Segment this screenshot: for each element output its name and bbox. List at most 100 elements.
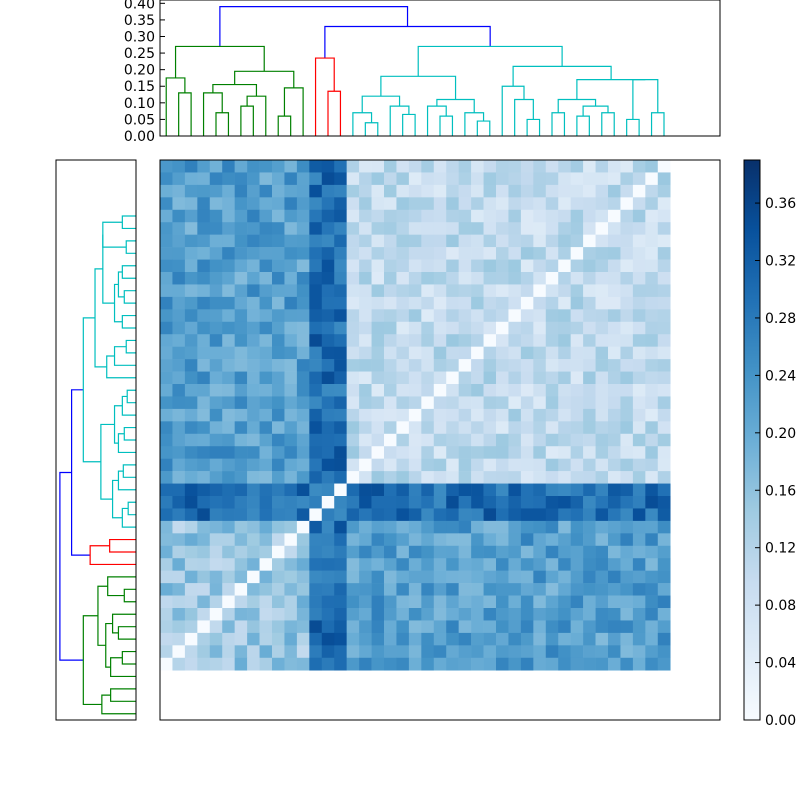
heatmap-cell [645,209,659,223]
heatmap-cell [408,284,422,298]
heatmap-cell [272,346,285,360]
heatmap-cell [508,359,522,372]
heatmap-cell [321,620,335,634]
heatmap-cell [620,334,634,347]
heatmap-cell [296,570,310,584]
heatmap-cell [433,570,447,584]
heatmap-cell [384,296,397,310]
heatmap-cell [371,160,385,173]
heatmap-cell [471,346,484,360]
heatmap-cell [197,558,211,571]
heatmap-cell [446,545,459,559]
heatmap-cell [222,296,235,310]
heatmap-cell [209,384,223,397]
heatmap-cell [259,172,273,186]
heatmap-cell [160,421,173,435]
heatmap-cell [172,520,186,534]
heatmap-cell [570,184,584,198]
heatmap-cell [595,645,609,659]
heatmap-cell [384,496,397,509]
heatmap-cell [197,334,211,347]
heatmap-cell [558,384,571,397]
heatmap-cell [384,247,397,260]
heatmap-cell [234,570,248,584]
top-dendrogram-link [212,83,258,97]
heatmap-cell [234,384,248,397]
heatmap-cell [396,545,410,559]
heatmap-cell [321,309,335,323]
heatmap-cell [508,558,522,571]
heatmap-cell [184,421,198,435]
heatmap-cell [160,645,173,659]
heatmap-cell [421,272,435,285]
left-dendrogram-link [121,265,136,279]
heatmap-cell [520,259,534,273]
heatmap-cell [583,471,596,484]
heatmap-cell [433,247,447,260]
heatmap-cell [632,433,646,447]
heatmap-cell [247,371,260,385]
heatmap-cell [595,222,609,235]
heatmap-cell [608,483,621,497]
heatmap-cell [632,234,646,248]
heatmap-cell [595,595,609,609]
heatmap-cell [359,247,372,260]
heatmap-cell [321,197,335,211]
heatmap-cell [284,272,298,285]
heatmap-cell [433,545,447,559]
heatmap-cell [608,570,621,584]
heatmap-cell [570,533,584,547]
heatmap-cell [408,384,422,397]
heatmap-cell [545,284,559,298]
heatmap-cell [359,496,372,509]
heatmap-cell [184,222,198,235]
heatmap-cell [184,558,198,571]
heatmap-cell [608,247,621,260]
heatmap-cell [520,496,534,509]
heatmap-cell [545,421,559,435]
heatmap-cell [247,483,260,497]
heatmap-cell [209,570,223,584]
heatmap-cell [272,234,285,248]
top-dendrogram-link [234,70,295,88]
heatmap-cell [234,483,248,497]
heatmap-cell [520,471,534,484]
heatmap-cell [247,608,260,621]
heatmap-cell [558,197,571,211]
heatmap-cell [284,433,298,447]
heatmap-cell [620,570,634,584]
heatmap-cell [533,446,547,459]
heatmap-cell [433,458,447,472]
heatmap-cell [533,595,547,609]
heatmap-cell [570,520,584,534]
heatmap-cell [172,296,186,310]
heatmap-cell [595,570,609,584]
heatmap-cell [222,458,235,472]
heatmap-cell [545,620,559,634]
heatmap-cell [247,533,260,547]
heatmap-cell [359,346,372,360]
heatmap-cell [595,284,609,298]
heatmap-cell [632,222,646,235]
heatmap-cell [458,272,472,285]
heatmap-cell [384,334,397,347]
heatmap-cell [222,558,235,571]
heatmap-cell [458,570,472,584]
heatmap-cell [346,334,360,347]
heatmap-cell [570,608,584,621]
heatmap-cell [620,545,634,559]
heatmap-cell [483,396,497,410]
heatmap-cell [471,583,484,596]
colorbar-tick-label: 0.20 [765,426,796,442]
heatmap-cell [483,545,497,559]
heatmap-cell [371,396,385,410]
heatmap-cell [272,508,285,522]
heatmap-cell [296,172,310,186]
heatmap-cell [520,272,534,285]
heatmap-cell [197,346,211,360]
heatmap-cell [359,570,372,584]
heatmap-cell [458,321,472,335]
heatmap-cell [558,359,571,372]
heatmap-cell [458,184,472,198]
heatmap-cell [483,408,497,422]
